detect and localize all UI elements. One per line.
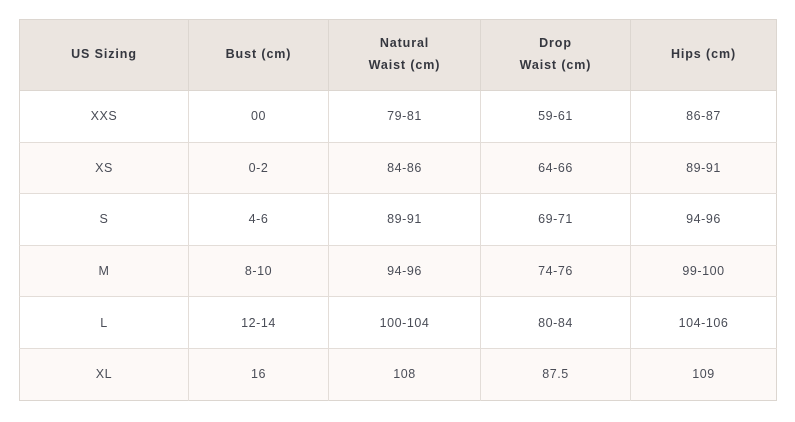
table-row: S 4-6 89-91 69-71 94-96 (19, 193, 777, 246)
cell-us-sizing: XS (19, 142, 189, 195)
table-row: L 12-14 100-104 80-84 104-106 (19, 296, 777, 349)
size-chart-table: US Sizing Bust (cm) Natural Waist (cm) D… (19, 19, 777, 401)
column-header-bust: Bust (cm) (188, 19, 329, 91)
cell-hips: 89-91 (630, 142, 777, 195)
column-header-natural-waist-line-1: Natural (379, 36, 430, 51)
column-header-natural-waist-line-2: Waist (cm) (368, 58, 441, 72)
table-row: XS 0-2 84-86 64-66 89-91 (19, 142, 777, 195)
cell-natural-waist: 100-104 (328, 296, 481, 349)
header-row: US Sizing Bust (cm) Natural Waist (cm) D… (19, 19, 777, 91)
cell-bust: 8-10 (188, 245, 329, 298)
cell-hips: 94-96 (630, 193, 777, 246)
cell-bust: 4-6 (188, 193, 329, 246)
cell-bust: 00 (188, 90, 329, 143)
cell-bust: 0-2 (188, 142, 329, 195)
cell-us-sizing: XL (19, 348, 189, 401)
table-row: XL 16 108 87.5 109 (19, 348, 777, 401)
table-row: XXS 00 79-81 59-61 86-87 (19, 90, 777, 143)
column-header-hips-line-1: Hips (cm) (670, 47, 737, 62)
cell-drop-waist: 59-61 (480, 90, 631, 143)
cell-drop-waist: 69-71 (480, 193, 631, 246)
cell-hips: 99-100 (630, 245, 777, 298)
cell-drop-waist: 64-66 (480, 142, 631, 195)
cell-natural-waist: 108 (328, 348, 481, 401)
cell-drop-waist: 74-76 (480, 245, 631, 298)
column-header-us-sizing-line-1: US Sizing (71, 47, 137, 62)
cell-hips: 104-106 (630, 296, 777, 349)
cell-natural-waist: 79-81 (328, 90, 481, 143)
cell-hips: 86-87 (630, 90, 777, 143)
cell-bust: 12-14 (188, 296, 329, 349)
cell-us-sizing: M (19, 245, 189, 298)
cell-natural-waist: 84-86 (328, 142, 481, 195)
cell-bust: 16 (188, 348, 329, 401)
table-row: M 8-10 94-96 74-76 99-100 (19, 245, 777, 298)
column-header-drop-waist-line-2: Waist (cm) (519, 58, 592, 72)
table-body: XXS 00 79-81 59-61 86-87 XS 0-2 84-86 64… (19, 90, 777, 401)
cell-us-sizing: L (19, 296, 189, 349)
column-header-bust-line-1: Bust (cm) (225, 47, 292, 62)
cell-us-sizing: XXS (19, 90, 189, 143)
cell-us-sizing: S (19, 193, 189, 246)
column-header-us-sizing: US Sizing (19, 19, 189, 91)
cell-natural-waist: 94-96 (328, 245, 481, 298)
cell-drop-waist: 80-84 (480, 296, 631, 349)
column-header-drop-waist: Drop Waist (cm) (480, 19, 631, 91)
column-header-natural-waist: Natural Waist (cm) (328, 19, 481, 91)
table-header: US Sizing Bust (cm) Natural Waist (cm) D… (19, 19, 777, 91)
cell-hips: 109 (630, 348, 777, 401)
cell-natural-waist: 89-91 (328, 193, 481, 246)
cell-drop-waist: 87.5 (480, 348, 631, 401)
column-header-drop-waist-line-1: Drop (539, 36, 572, 51)
column-header-hips: Hips (cm) (630, 19, 777, 91)
